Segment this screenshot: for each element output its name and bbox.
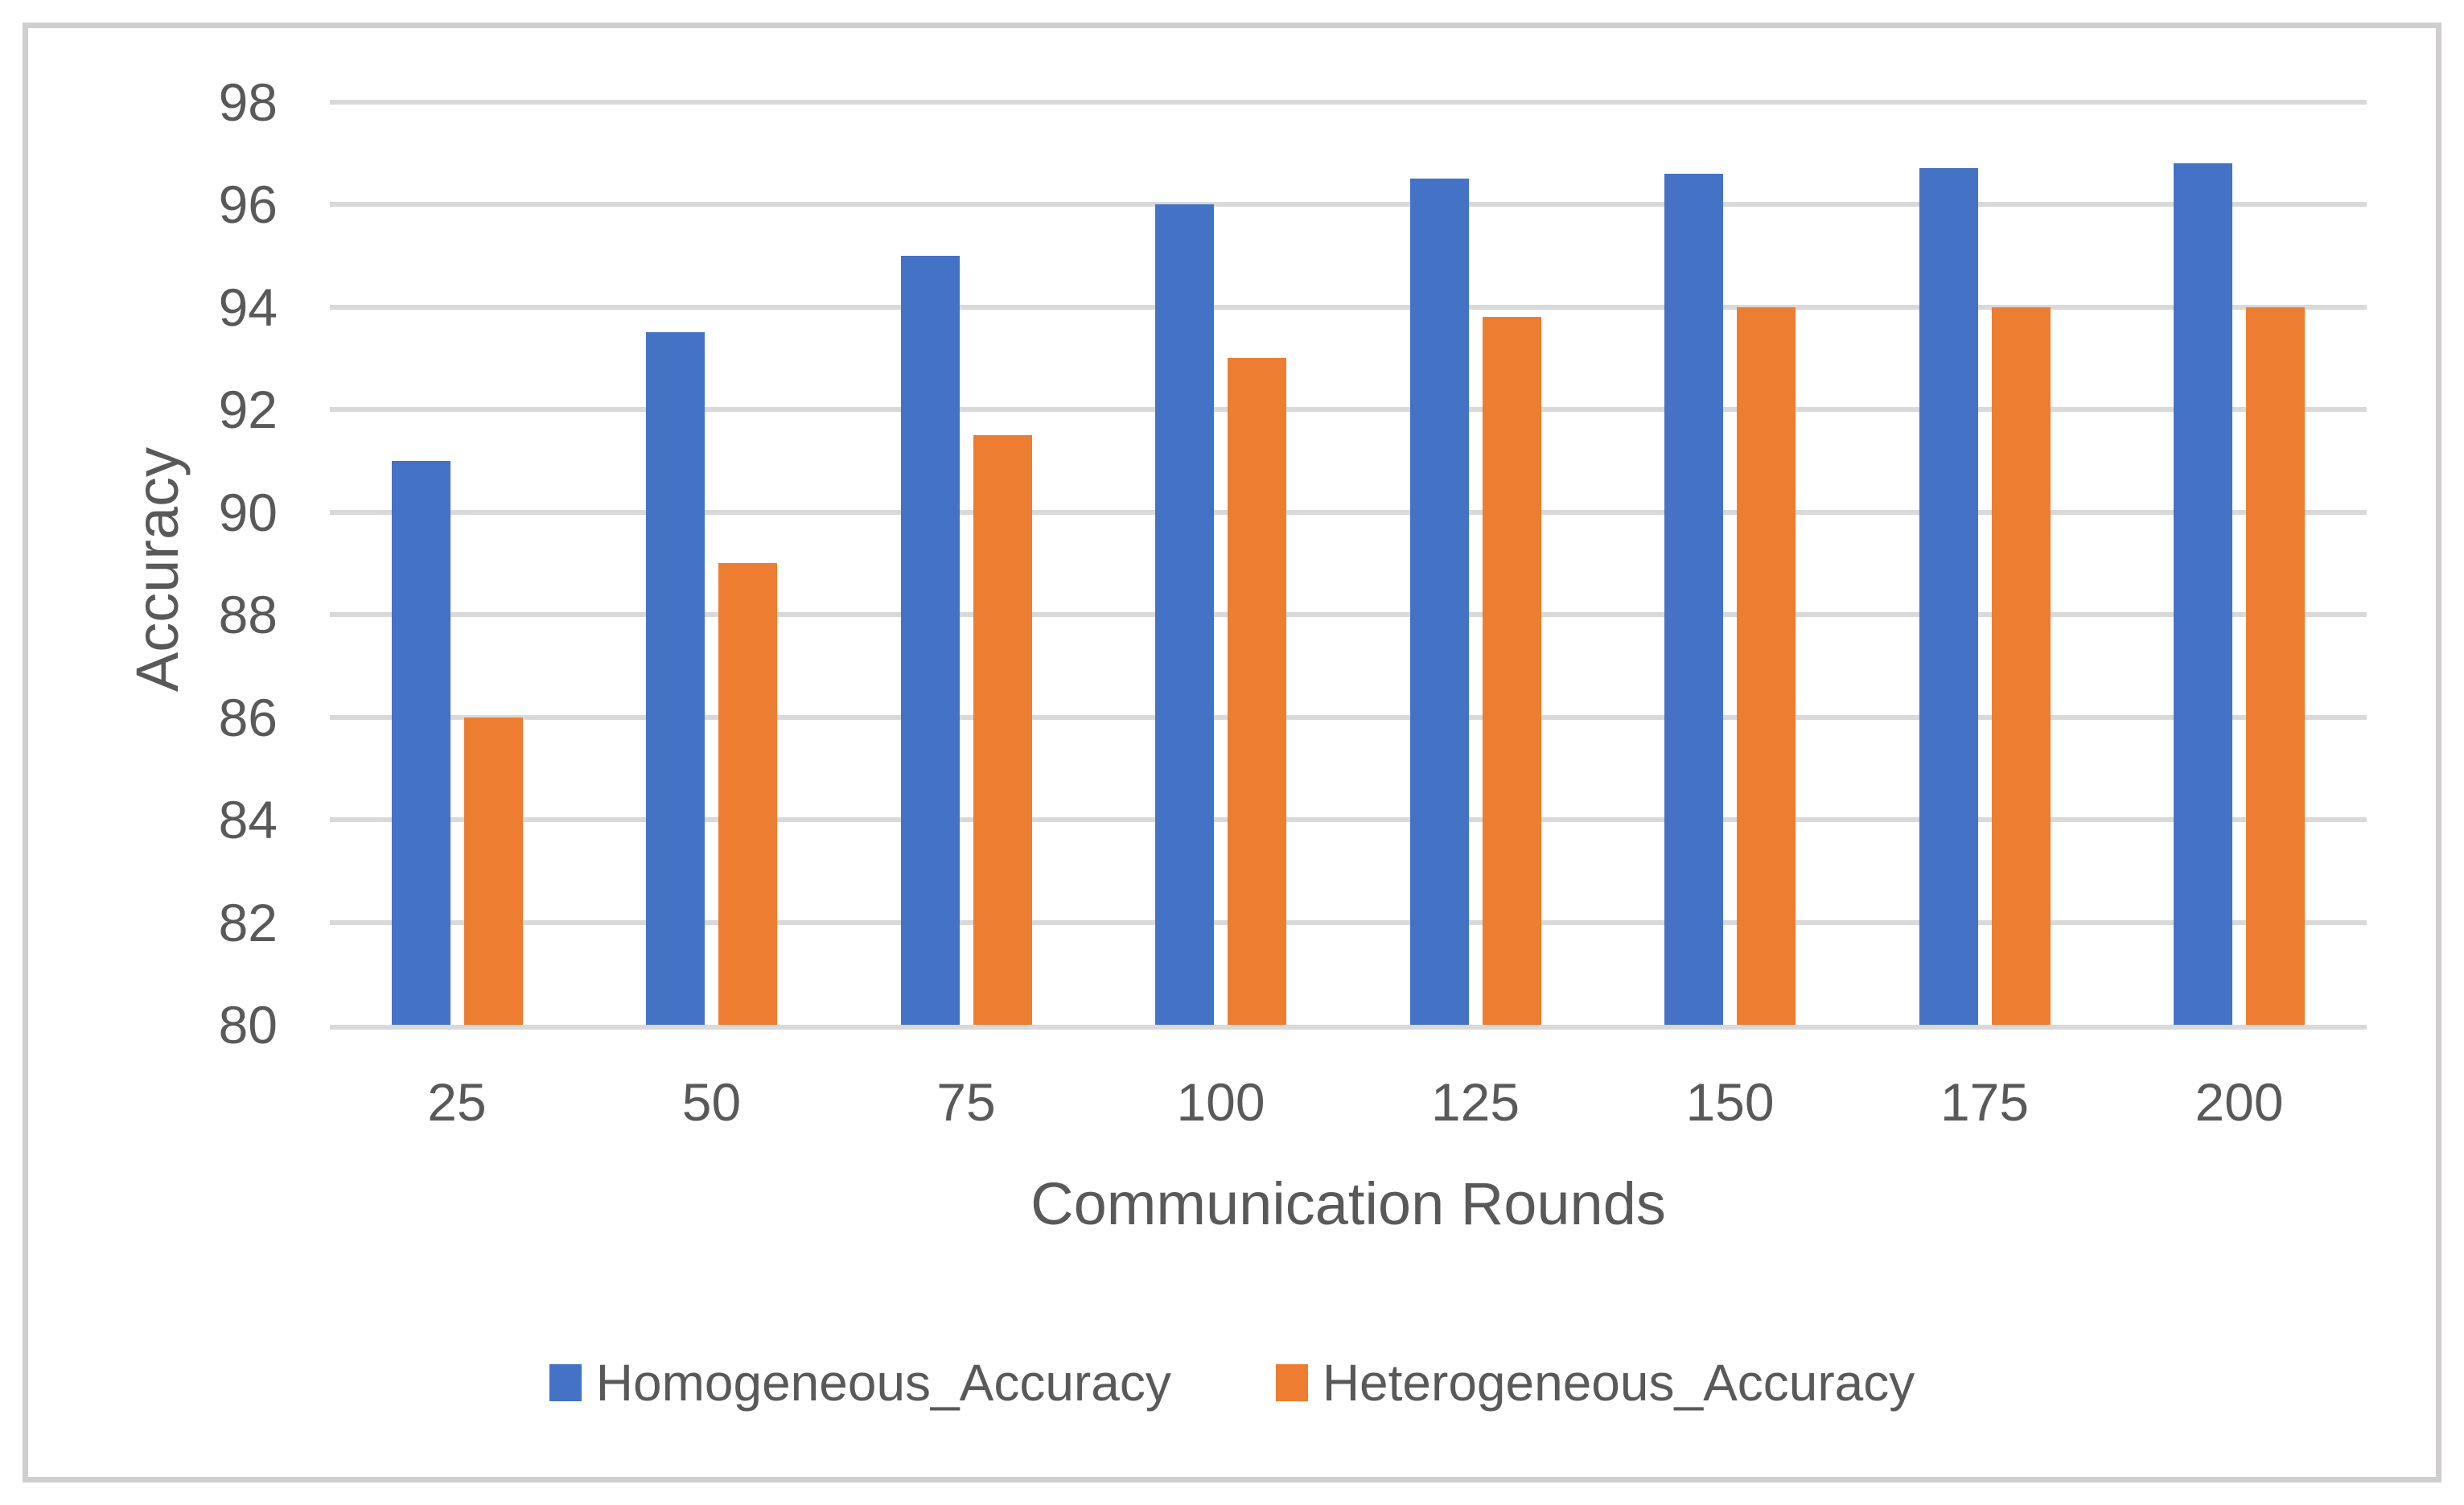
x-tick-label-150: 150 [1685, 1072, 1775, 1132]
bar-heterogeneous_accuracy-175 [1991, 306, 2051, 1025]
y-tick-label-94: 94 [218, 277, 278, 337]
x-axis-title: Communication Rounds [1030, 1170, 1666, 1237]
gridline-80 [330, 1025, 2367, 1030]
gridline-86 [330, 714, 2367, 720]
bar-homogeneous_accuracy-25 [391, 460, 450, 1025]
legend: Homogeneous_Accuracy Heterogeneous_Accura… [0, 1353, 2464, 1412]
y-tick-label-92: 92 [218, 380, 278, 439]
gridline-92 [330, 407, 2367, 412]
bar-homogeneous_accuracy-50 [646, 332, 705, 1025]
bar-homogeneous_accuracy-75 [900, 255, 960, 1025]
legend-entry-homogeneous_accuracy: Homogeneous_Accuracy [549, 1353, 1171, 1412]
bar-heterogeneous_accuracy-50 [718, 563, 777, 1025]
legend-label: Homogeneous_Accuracy [595, 1354, 1171, 1412]
y-tick-label-86: 86 [218, 687, 278, 747]
legend-entry-heterogeneous_accuracy: Heterogeneous_Accuracy [1275, 1353, 1915, 1412]
bar-homogeneous_accuracy-200 [2174, 163, 2232, 1025]
y-tick-label-82: 82 [218, 892, 278, 952]
y-tick-label-90: 90 [218, 482, 278, 542]
bar-heterogeneous_accuracy-25 [463, 717, 523, 1025]
x-tick-label-50: 50 [681, 1072, 742, 1132]
legend-marker-icon [1275, 1364, 1308, 1401]
legend-label: Heterogeneous_Accuracy [1322, 1354, 1915, 1412]
y-axis-title: Accuracy [124, 446, 191, 693]
x-tick-label-25: 25 [427, 1072, 487, 1132]
gridline-84 [330, 817, 2367, 822]
x-tick-label-175: 175 [1940, 1072, 2030, 1132]
x-tick-label-75: 75 [936, 1072, 996, 1132]
y-tick-label-88: 88 [218, 585, 278, 644]
gridline-82 [330, 919, 2367, 925]
gridline-96 [330, 202, 2367, 207]
gridline-90 [330, 509, 2367, 515]
bar-heterogeneous_accuracy-200 [2246, 306, 2305, 1025]
y-tick-label-98: 98 [218, 72, 278, 132]
bar-homogeneous_accuracy-125 [1409, 179, 1469, 1025]
x-tick-label-200: 200 [2195, 1072, 2284, 1132]
bar-homogeneous_accuracy-175 [1919, 168, 1978, 1025]
y-tick-label-84: 84 [218, 790, 278, 849]
gridline-98 [330, 99, 2367, 105]
bar-heterogeneous_accuracy-150 [1737, 306, 1796, 1025]
bar-heterogeneous_accuracy-100 [1228, 358, 1286, 1025]
bar-heterogeneous_accuracy-75 [973, 434, 1032, 1025]
legend-marker-icon [549, 1364, 582, 1401]
gridline-94 [330, 304, 2367, 310]
x-tick-label-125: 125 [1430, 1072, 1520, 1132]
bar-heterogeneous_accuracy-125 [1482, 317, 1541, 1025]
bar-homogeneous_accuracy-100 [1155, 204, 1214, 1025]
y-tick-label-80: 80 [218, 995, 278, 1055]
y-tick-label-96: 96 [218, 175, 278, 234]
bar-homogeneous_accuracy-150 [1664, 173, 1723, 1025]
x-tick-label-100: 100 [1176, 1072, 1265, 1132]
gridline-88 [330, 612, 2367, 617]
